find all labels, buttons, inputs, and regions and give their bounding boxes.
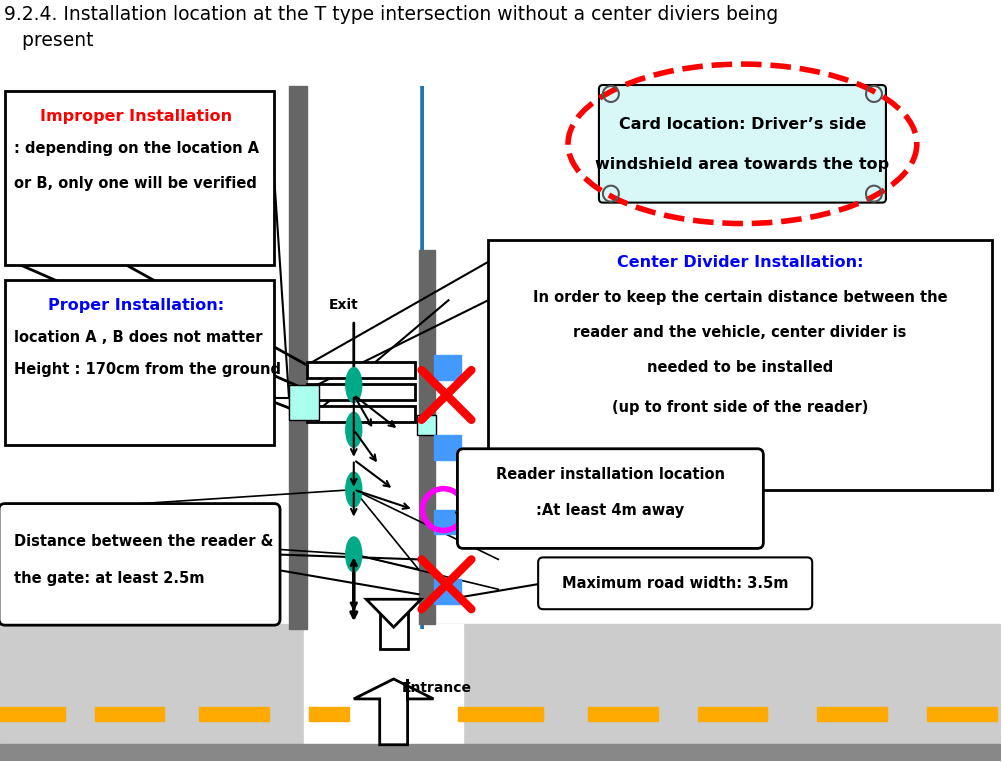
Text: Height : 170cm from the ground: Height : 170cm from the ground <box>14 362 281 377</box>
Ellipse shape <box>345 412 361 447</box>
Text: reader and the vehicle, center divider is: reader and the vehicle, center divider i… <box>573 325 906 340</box>
Bar <box>433 355 461 380</box>
Text: Maximum road width: 3.5m: Maximum road width: 3.5m <box>562 576 787 591</box>
Text: Center Divider Installation:: Center Divider Installation: <box>616 255 863 271</box>
Bar <box>307 362 414 378</box>
Bar <box>433 510 461 534</box>
Text: 9.2.4. Installation location at the T type intersection without a center diviers: 9.2.4. Installation location at the T ty… <box>4 5 777 24</box>
Text: : depending on the location A: : depending on the location A <box>14 141 259 155</box>
Bar <box>433 579 461 604</box>
Text: :At least 4m away: :At least 4m away <box>536 503 684 517</box>
Ellipse shape <box>345 537 361 572</box>
Bar <box>200 707 269 721</box>
Bar <box>5 280 274 445</box>
Text: Proper Installation:: Proper Installation: <box>48 298 225 313</box>
FancyBboxPatch shape <box>599 85 885 203</box>
Bar <box>0 624 1000 744</box>
Polygon shape <box>353 679 433 744</box>
Bar <box>588 707 657 721</box>
Bar <box>697 707 766 721</box>
Ellipse shape <box>345 367 361 402</box>
Bar <box>0 744 1000 760</box>
Text: Improper Installation: Improper Installation <box>40 109 233 124</box>
Bar <box>289 86 307 629</box>
Bar <box>926 707 996 721</box>
Text: windshield area towards the top: windshield area towards the top <box>595 157 889 171</box>
Text: or B, only one will be verified: or B, only one will be verified <box>14 176 257 190</box>
Text: location A , B does not matter: location A , B does not matter <box>14 330 262 345</box>
Bar <box>307 86 418 629</box>
Text: Distance between the reader &: Distance between the reader & <box>14 534 273 549</box>
Text: the gate: at least 2.5m: the gate: at least 2.5m <box>14 572 205 586</box>
Bar <box>0 707 65 721</box>
Polygon shape <box>366 599 420 627</box>
Text: Exit: Exit <box>329 298 358 312</box>
Bar <box>304 86 423 629</box>
Bar <box>416 415 436 435</box>
Bar <box>304 624 463 744</box>
Bar <box>307 406 414 422</box>
Text: In order to keep the certain distance between the: In order to keep the certain distance be… <box>533 290 946 306</box>
Text: Card location: Driver’s side: Card location: Driver’s side <box>618 117 866 132</box>
Text: Reader installation location: Reader installation location <box>495 466 724 482</box>
Bar <box>307 384 414 400</box>
Ellipse shape <box>345 472 361 507</box>
Text: present: present <box>4 31 93 50</box>
FancyBboxPatch shape <box>538 557 811 609</box>
Bar <box>94 707 164 721</box>
Bar <box>458 707 543 721</box>
Text: Entrance: Entrance <box>401 681 471 695</box>
Bar <box>309 707 348 721</box>
FancyBboxPatch shape <box>0 504 280 625</box>
FancyBboxPatch shape <box>457 449 762 549</box>
Bar <box>379 599 407 649</box>
Bar <box>418 251 434 624</box>
Bar <box>816 707 886 721</box>
Bar <box>289 385 319 420</box>
Bar <box>433 435 461 459</box>
Bar <box>5 91 274 265</box>
Text: (up to front side of the reader): (up to front side of the reader) <box>611 400 868 415</box>
Bar <box>487 241 991 490</box>
Text: needed to be installed: needed to be installed <box>646 360 832 375</box>
